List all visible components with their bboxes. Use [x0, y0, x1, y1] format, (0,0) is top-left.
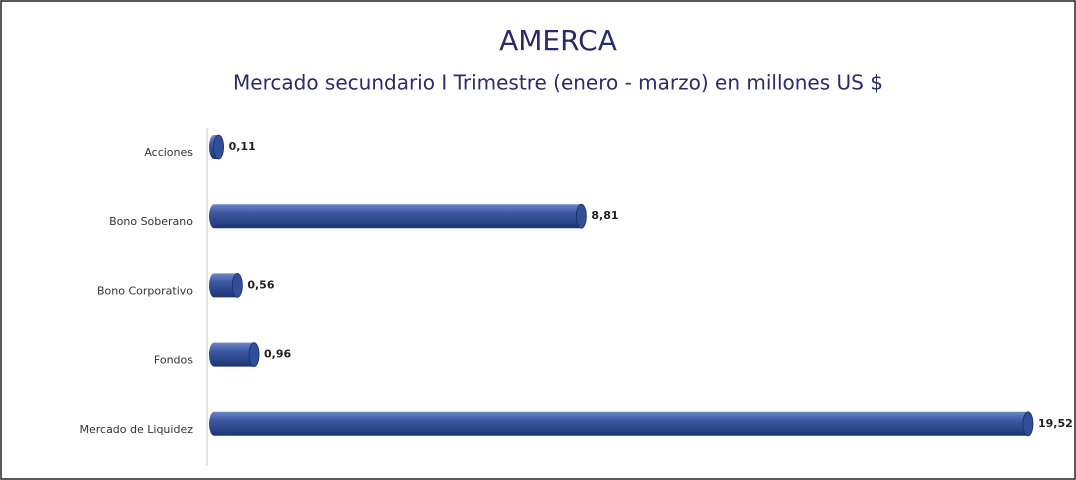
bar-cap [248, 342, 260, 368]
y-tick-label: Bono Corporativo [97, 284, 193, 297]
chart-subtitle: Mercado secundario I Trimestre (enero - … [233, 71, 883, 95]
y-tick-label: Mercado de Liquidez [79, 423, 193, 436]
bar-cap [213, 134, 224, 160]
bar [209, 204, 587, 229]
bar-cap [231, 272, 243, 298]
value-label: 0,11 [229, 140, 256, 153]
bar [209, 411, 1033, 436]
y-tick-label: Fondos [154, 354, 193, 367]
bar [209, 342, 260, 367]
bar-cap [1022, 411, 1034, 437]
bar-cap [575, 203, 587, 229]
chart-title: AMERCA [499, 24, 617, 57]
value-label: 0,96 [264, 348, 291, 361]
y-tick-label: Bono Soberano [109, 215, 193, 228]
value-label: 19,52 [1038, 417, 1073, 430]
y-tick-label: Acciones [144, 146, 193, 159]
value-label: 0,56 [247, 278, 274, 291]
value-label: 8,81 [591, 209, 618, 222]
